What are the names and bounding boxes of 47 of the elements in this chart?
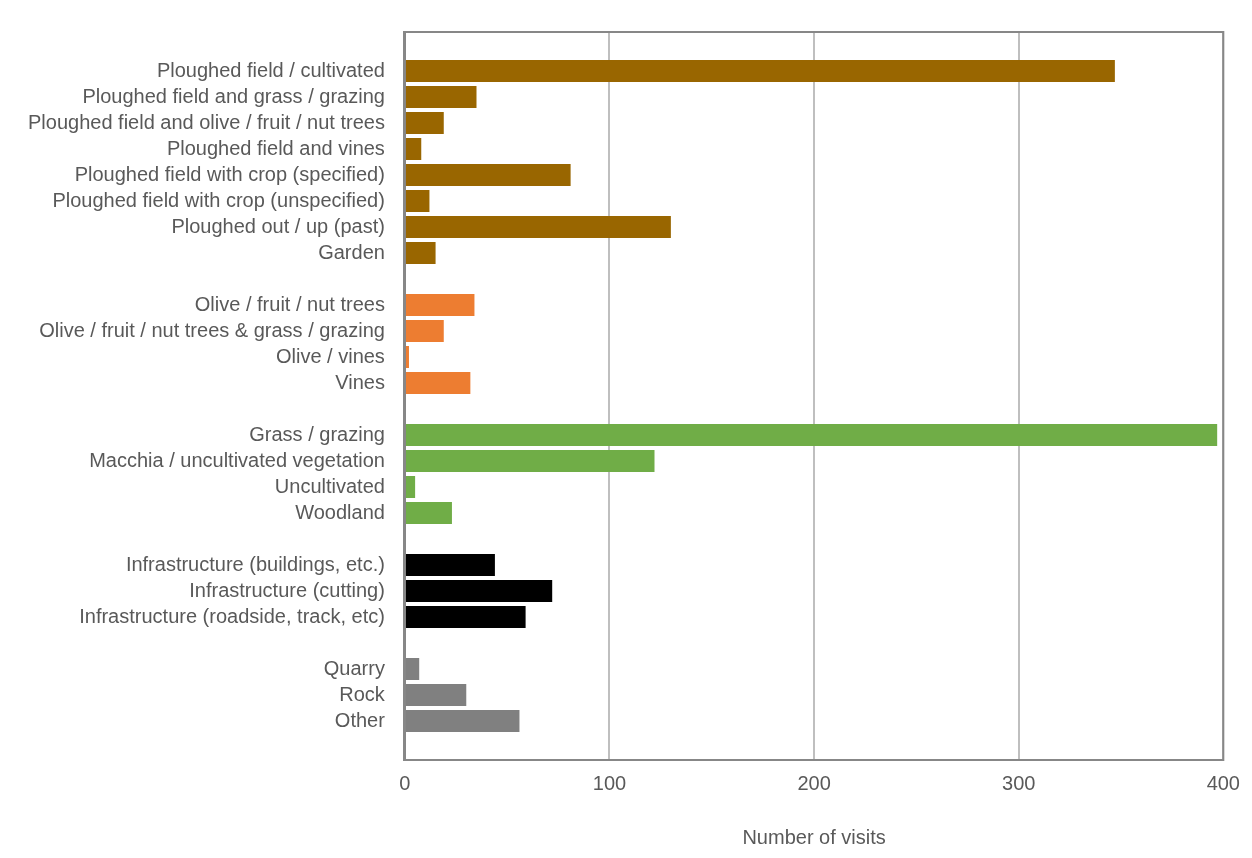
y-tick-label: Grass / grazing [249,422,385,445]
x-tick-label: 300 [1002,771,1036,794]
bar [405,475,416,499]
bar [405,137,422,161]
y-tick-label: Ploughed field / cultivated [156,58,385,81]
x-tick-label: 200 [797,771,831,794]
y-tick-label: Uncultivated [274,474,385,497]
y-tick-label: Other [334,708,386,731]
y-tick-label: Infrastructure (roadside, track, etc) [79,604,385,627]
y-tick-label: Ploughed field and grass / grazing [82,84,385,107]
x-axis-title: Number of visits [742,825,886,848]
y-tick-label: Quarry [323,656,385,679]
y-tick-label: Rock [339,682,386,705]
bar [405,111,444,135]
bar [405,59,1115,83]
bar [405,605,526,629]
y-tick-label: Ploughed field with crop (unspecified) [52,188,385,211]
x-tick-label: 400 [1206,771,1240,794]
y-tick-label: Olive / vines [275,344,385,367]
y-tick-label: Olive / fruit / nut trees & grass / grazing [39,318,385,341]
bar [405,579,553,603]
y-tick-label: Infrastructure (cutting) [189,578,385,601]
bar [405,345,409,369]
bar [405,371,471,395]
y-tick-label: Ploughed out / up (past) [171,214,385,237]
y-tick-label: Garden [318,240,385,263]
bar [405,319,444,343]
y-tick-label: Ploughed field and olive / fruit / nut trees [27,110,385,133]
bar [405,85,477,109]
y-tick-label: Macchia / uncultivated vegetation [89,448,385,471]
bar [405,189,430,213]
bar [405,241,436,265]
bar [405,423,1218,447]
bar [405,293,475,317]
y-tick-label: Olive / fruit / nut trees [194,292,385,315]
bar [405,501,452,525]
bar [405,553,495,577]
x-tick-label: 100 [592,771,627,794]
bar [405,163,571,187]
y-tick-label: Infrastructure (buildings, etc.) [125,552,385,575]
y-tick-label: Woodland [295,500,385,523]
y-tick-label: Ploughed field and vines [166,136,385,159]
x-tick-label: 0 [399,771,411,794]
bar [405,215,671,239]
y-tick-label: Ploughed field with crop (specified) [74,162,385,185]
bar [405,449,655,473]
y-tick-label: Vines [335,370,385,393]
